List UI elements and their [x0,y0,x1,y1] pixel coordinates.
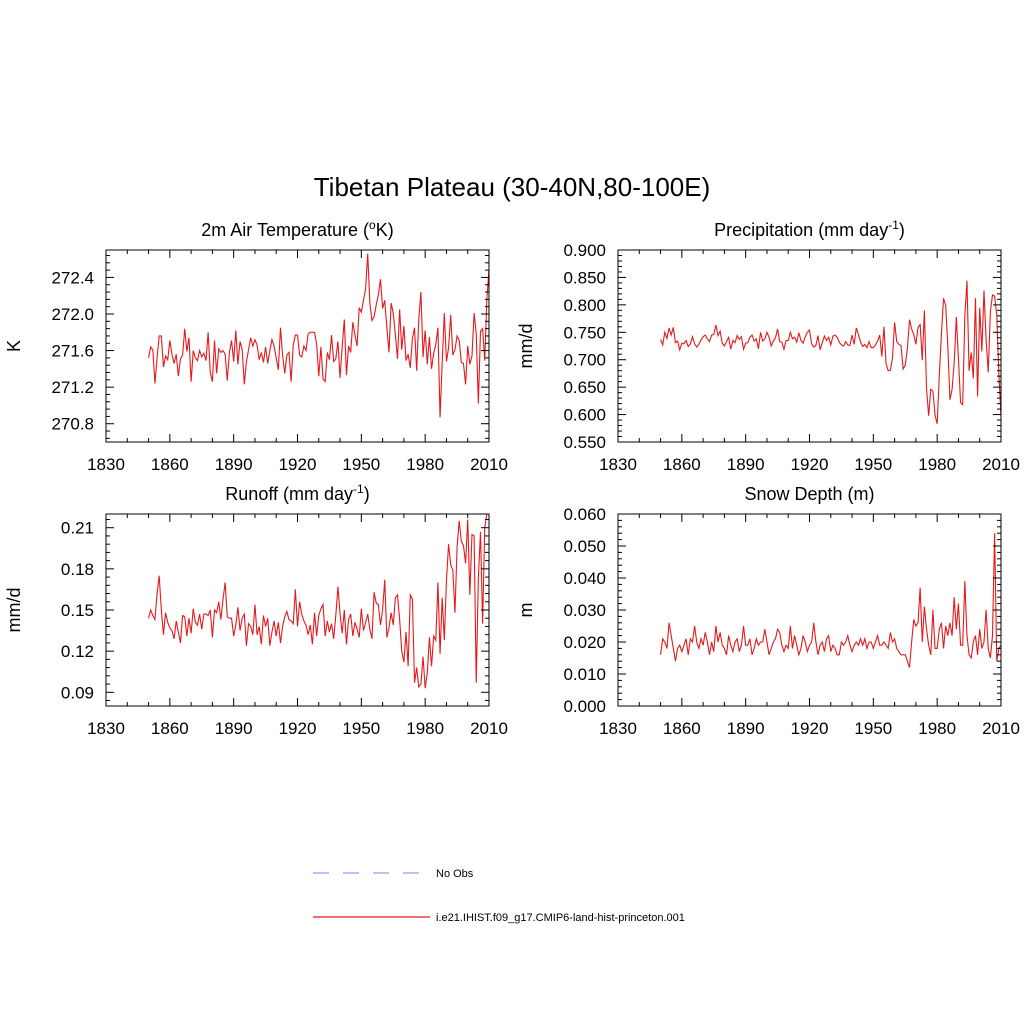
x-tick-label: 1980 [406,455,444,474]
x-tick-label: 1980 [406,719,444,738]
x-tick-label: 1830 [599,455,637,474]
figure-title: Tibetan Plateau (30-40N,80-100E) [314,172,711,202]
y-tick-label: 0.800 [563,296,606,315]
x-tick-label: 1950 [854,455,892,474]
x-tick-label: 1920 [279,455,317,474]
x-tick-label: 1950 [342,719,380,738]
series-line [148,514,488,689]
x-tick-label: 2010 [982,455,1020,474]
y-tick-label: 272.4 [51,268,94,287]
y-axis-label: mm/d [4,588,24,633]
y-axis-label: K [4,340,24,352]
y-tick-label: 0.020 [563,633,606,652]
y-tick-label: 0.550 [563,433,606,452]
y-tick-label: 0.18 [61,560,94,579]
y-axis-label: mm/d [516,324,536,369]
y-tick-label: 0.000 [563,697,606,716]
x-tick-label: 2010 [470,455,508,474]
plot-frame [105,513,490,707]
panel-snow-depth-m: Snow Depth (m) m 1830 1860 1890 1920 1950 1980 2… [516,484,1020,738]
y-tick-label: 0.060 [563,505,606,524]
series-line [660,280,1001,425]
y-tick-label: 272.0 [51,305,94,324]
x-tick-label: 1920 [791,455,829,474]
x-tick-label: 1860 [151,719,189,738]
x-tick-label: 1860 [663,719,701,738]
x-tick-label: 1890 [727,455,765,474]
panel-runoff: Runoff (mm day-1) mm/d 1830 1860 1890 1920 195… [4,482,508,738]
x-tick-label: 1980 [918,455,956,474]
x-tick-label: 1920 [791,719,829,738]
legend: No Obs i.e21.IHIST.f09_g17.CMIP6-land-hi… [313,868,685,924]
x-tick-label: 1950 [342,455,380,474]
panel-title: Precipitation (mm day-1) [714,218,905,240]
x-tick-label: 1980 [918,719,956,738]
y-tick-label: 0.850 [563,268,606,287]
y-tick-label: 0.15 [61,601,94,620]
x-tick-label: 1830 [599,719,637,738]
y-tick-label: 0.700 [563,351,606,370]
x-tick-label: 2010 [470,719,508,738]
y-tick-label: 270.8 [51,415,94,434]
x-tick-label: 1830 [87,719,125,738]
y-tick-label: 0.040 [563,569,606,588]
x-tick-label: 2010 [982,719,1020,738]
plot-frame [617,513,1002,707]
y-tick-label: 0.600 [563,406,606,425]
y-tick-label: 0.750 [563,323,606,342]
x-tick-label: 1860 [151,455,189,474]
x-tick-label: 1920 [279,719,317,738]
panels-group: 2m Air Temperature (oK) K 1830 1860 1890 1920… [4,218,1020,738]
y-tick-label: 0.12 [61,642,94,661]
plot-frame [617,249,1002,443]
y-tick-label: 0.010 [563,665,606,684]
panel-title: 2m Air Temperature (oK) [201,218,393,240]
panel-title: Snow Depth (m) [744,484,874,504]
x-tick-label: 1890 [215,719,253,738]
series-line [660,533,1001,668]
legend-label-model: i.e21.IHIST.f09_g17.CMIP6-land-hist-prin… [436,912,685,924]
x-tick-label: 1860 [663,455,701,474]
y-tick-label: 0.030 [563,601,606,620]
y-tick-label: 271.6 [51,342,94,361]
panel-title: Runoff (mm day-1) [225,482,369,504]
panel-precipitation: Precipitation (mm day-1) mm/d 1830 1860 1890… [516,218,1020,474]
y-tick-label: 271.2 [51,378,94,397]
y-axis-label: m [516,603,536,618]
x-tick-label: 1890 [727,719,765,738]
y-tick-label: 0.900 [563,241,606,260]
y-tick-label: 0.21 [61,519,94,538]
x-tick-label: 1950 [854,719,892,738]
y-tick-label: 0.650 [563,378,606,397]
y-tick-label: 0.09 [61,683,94,702]
y-tick-label: 0.050 [563,537,606,556]
x-tick-label: 1890 [215,455,253,474]
legend-label-no-obs: No Obs [436,868,474,880]
series-line [148,253,489,418]
panel-2m-air-temperature: 2m Air Temperature (oK) K 1830 1860 1890 1920… [4,218,508,474]
x-tick-label: 1830 [87,455,125,474]
plot-frame [105,249,490,443]
